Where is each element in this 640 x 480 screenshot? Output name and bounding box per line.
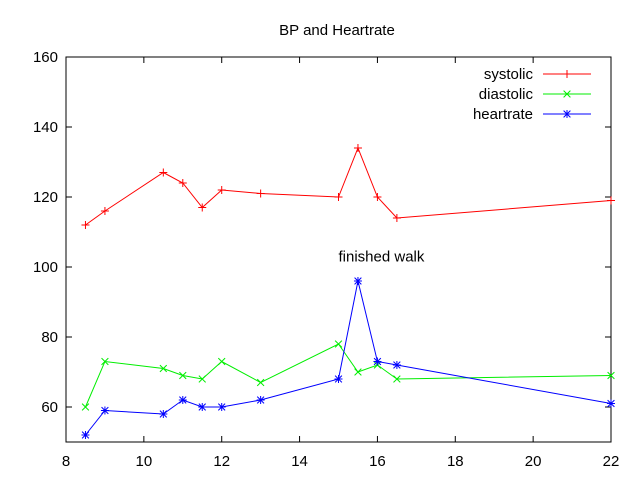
series-heartrate (81, 277, 615, 439)
data-point-heartrate (159, 410, 168, 418)
data-point-systolic (392, 214, 401, 222)
x-tick-label: 20 (525, 453, 542, 470)
x-tick-label: 8 (62, 453, 70, 470)
data-point-heartrate (334, 375, 343, 383)
data-point-heartrate (100, 406, 109, 415)
data-point-heartrate (392, 361, 401, 369)
data-point-diastolic (179, 371, 187, 380)
legend-marker-heartrate (563, 110, 571, 118)
y-tick-label: 160 (33, 49, 58, 66)
data-point-heartrate (178, 396, 187, 404)
series-line-systolic (85, 146, 612, 226)
legend-label-heartrate: heartrate (473, 106, 533, 123)
x-tick-label: 14 (291, 453, 308, 470)
series-systolic (81, 144, 615, 229)
legend-label-diastolic: diastolic (479, 86, 534, 103)
data-point-heartrate (256, 396, 265, 404)
axis-ticks: 8 10 12 14 16 18 20 22 60 80 100 120 140 160 (33, 49, 619, 470)
x-tick-label: 16 (369, 453, 386, 470)
data-point-systolic (100, 207, 109, 215)
data-point-diastolic (607, 371, 615, 380)
data-point-systolic (81, 221, 90, 229)
data-point-systolic (159, 168, 168, 177)
series-line-heartrate (85, 280, 612, 436)
y-tick-label: 60 (41, 399, 58, 416)
data-point-heartrate (81, 431, 90, 439)
data-point-heartrate (607, 399, 615, 408)
x-tick-label: 22 (603, 453, 620, 470)
data-point-diastolic (393, 375, 401, 383)
y-tick-label: 80 (41, 329, 58, 346)
data-point-diastolic (217, 357, 226, 366)
data-point-diastolic (198, 375, 207, 383)
data-point-diastolic (101, 357, 109, 366)
y-tick-label: 100 (33, 259, 58, 276)
x-tick-label: 10 (136, 453, 153, 470)
y-tick-label: 140 (33, 119, 58, 136)
data-point-diastolic (256, 378, 265, 387)
series-layer (81, 144, 615, 439)
data-point-systolic (198, 203, 207, 212)
data-point-systolic (353, 144, 362, 152)
legend: systolic diastolic heartrate (473, 66, 591, 123)
series-line-diastolic (85, 343, 612, 408)
chart-title: BP and Heartrate (279, 22, 395, 39)
legend-label-systolic: systolic (484, 66, 534, 83)
data-point-diastolic (354, 368, 362, 376)
x-tick-label: 18 (447, 453, 464, 470)
annotation-layer: finished walk (339, 249, 425, 266)
data-point-systolic (334, 193, 343, 201)
legend-marker-systolic (563, 70, 571, 78)
series-diastolic (81, 340, 615, 411)
data-point-heartrate (198, 403, 207, 411)
plot-frame (65, 56, 612, 443)
data-point-heartrate (373, 357, 382, 366)
annotation-label: finished walk (339, 249, 425, 266)
data-point-systolic (256, 189, 265, 198)
x-tick-label: 12 (213, 453, 230, 470)
data-point-diastolic (81, 403, 90, 411)
data-point-heartrate (353, 277, 362, 285)
y-tick-label: 120 (33, 189, 58, 206)
legend-marker-diastolic (563, 90, 571, 98)
data-point-systolic (178, 179, 187, 187)
data-point-diastolic (159, 364, 168, 373)
data-point-systolic (607, 196, 615, 205)
data-point-systolic (217, 186, 226, 194)
data-point-heartrate (217, 403, 226, 411)
data-point-systolic (373, 193, 382, 201)
data-point-diastolic (334, 340, 343, 348)
